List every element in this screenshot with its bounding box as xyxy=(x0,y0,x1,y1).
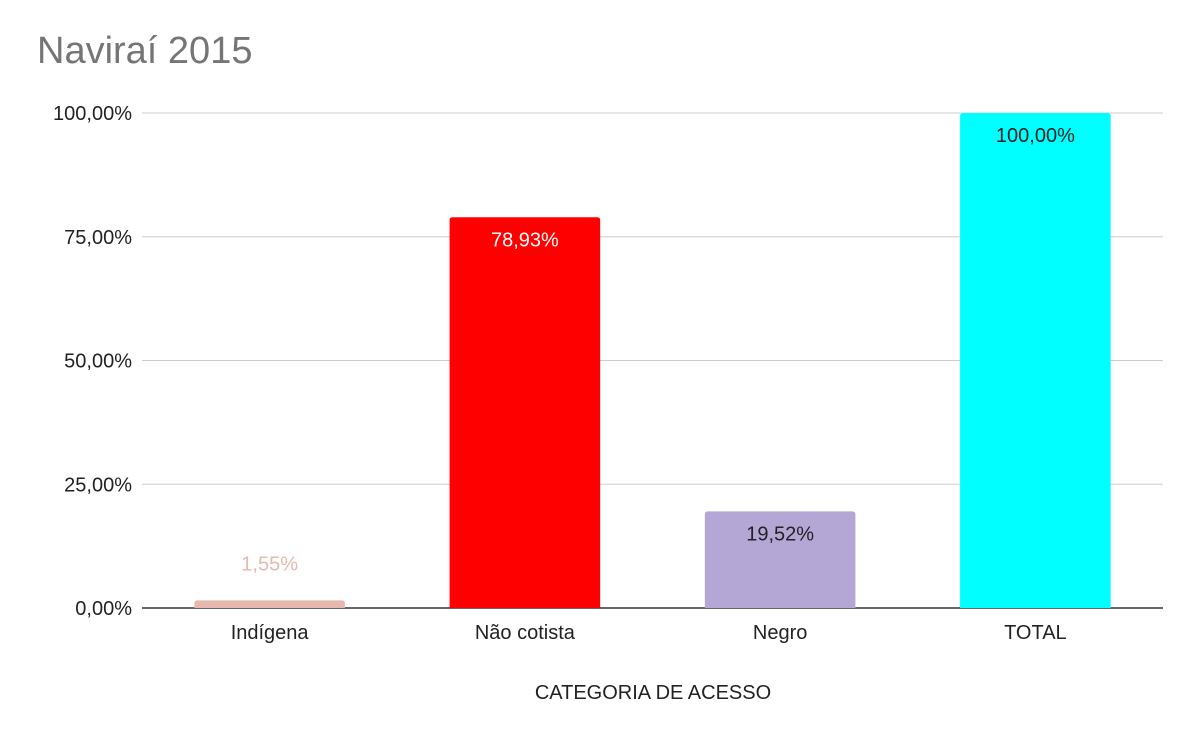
bars xyxy=(194,113,1111,608)
y-tick-label: 100,00% xyxy=(53,103,132,125)
y-tick-label: 25,00% xyxy=(64,474,132,496)
data-label: 100,00% xyxy=(996,125,1075,147)
x-tick-label: TOTAL xyxy=(1004,622,1067,644)
data-label: 1,55% xyxy=(241,553,298,575)
y-tick-label: 75,00% xyxy=(64,227,132,249)
x-tick-label: Negro xyxy=(753,622,807,644)
x-tick-label: Indígena xyxy=(231,622,310,644)
data-label: 19,52% xyxy=(746,523,814,545)
bar xyxy=(194,600,345,608)
chart-title: Naviraí 2015 xyxy=(37,30,253,72)
y-tick-label: 0,00% xyxy=(75,598,132,620)
bar xyxy=(449,217,601,608)
bar xyxy=(704,511,856,608)
data-label: 78,93% xyxy=(491,229,559,251)
bar xyxy=(960,113,1111,608)
x-axis-title: CATEGORIA DE ACESSO xyxy=(535,682,771,704)
labels: 0,00% 25,00% 50,00% 75,00% 100,00% Indígena 1,… xyxy=(53,103,1075,644)
x-tick-label: Não cotista xyxy=(475,622,576,644)
y-tick-label: 50,00% xyxy=(64,351,132,373)
